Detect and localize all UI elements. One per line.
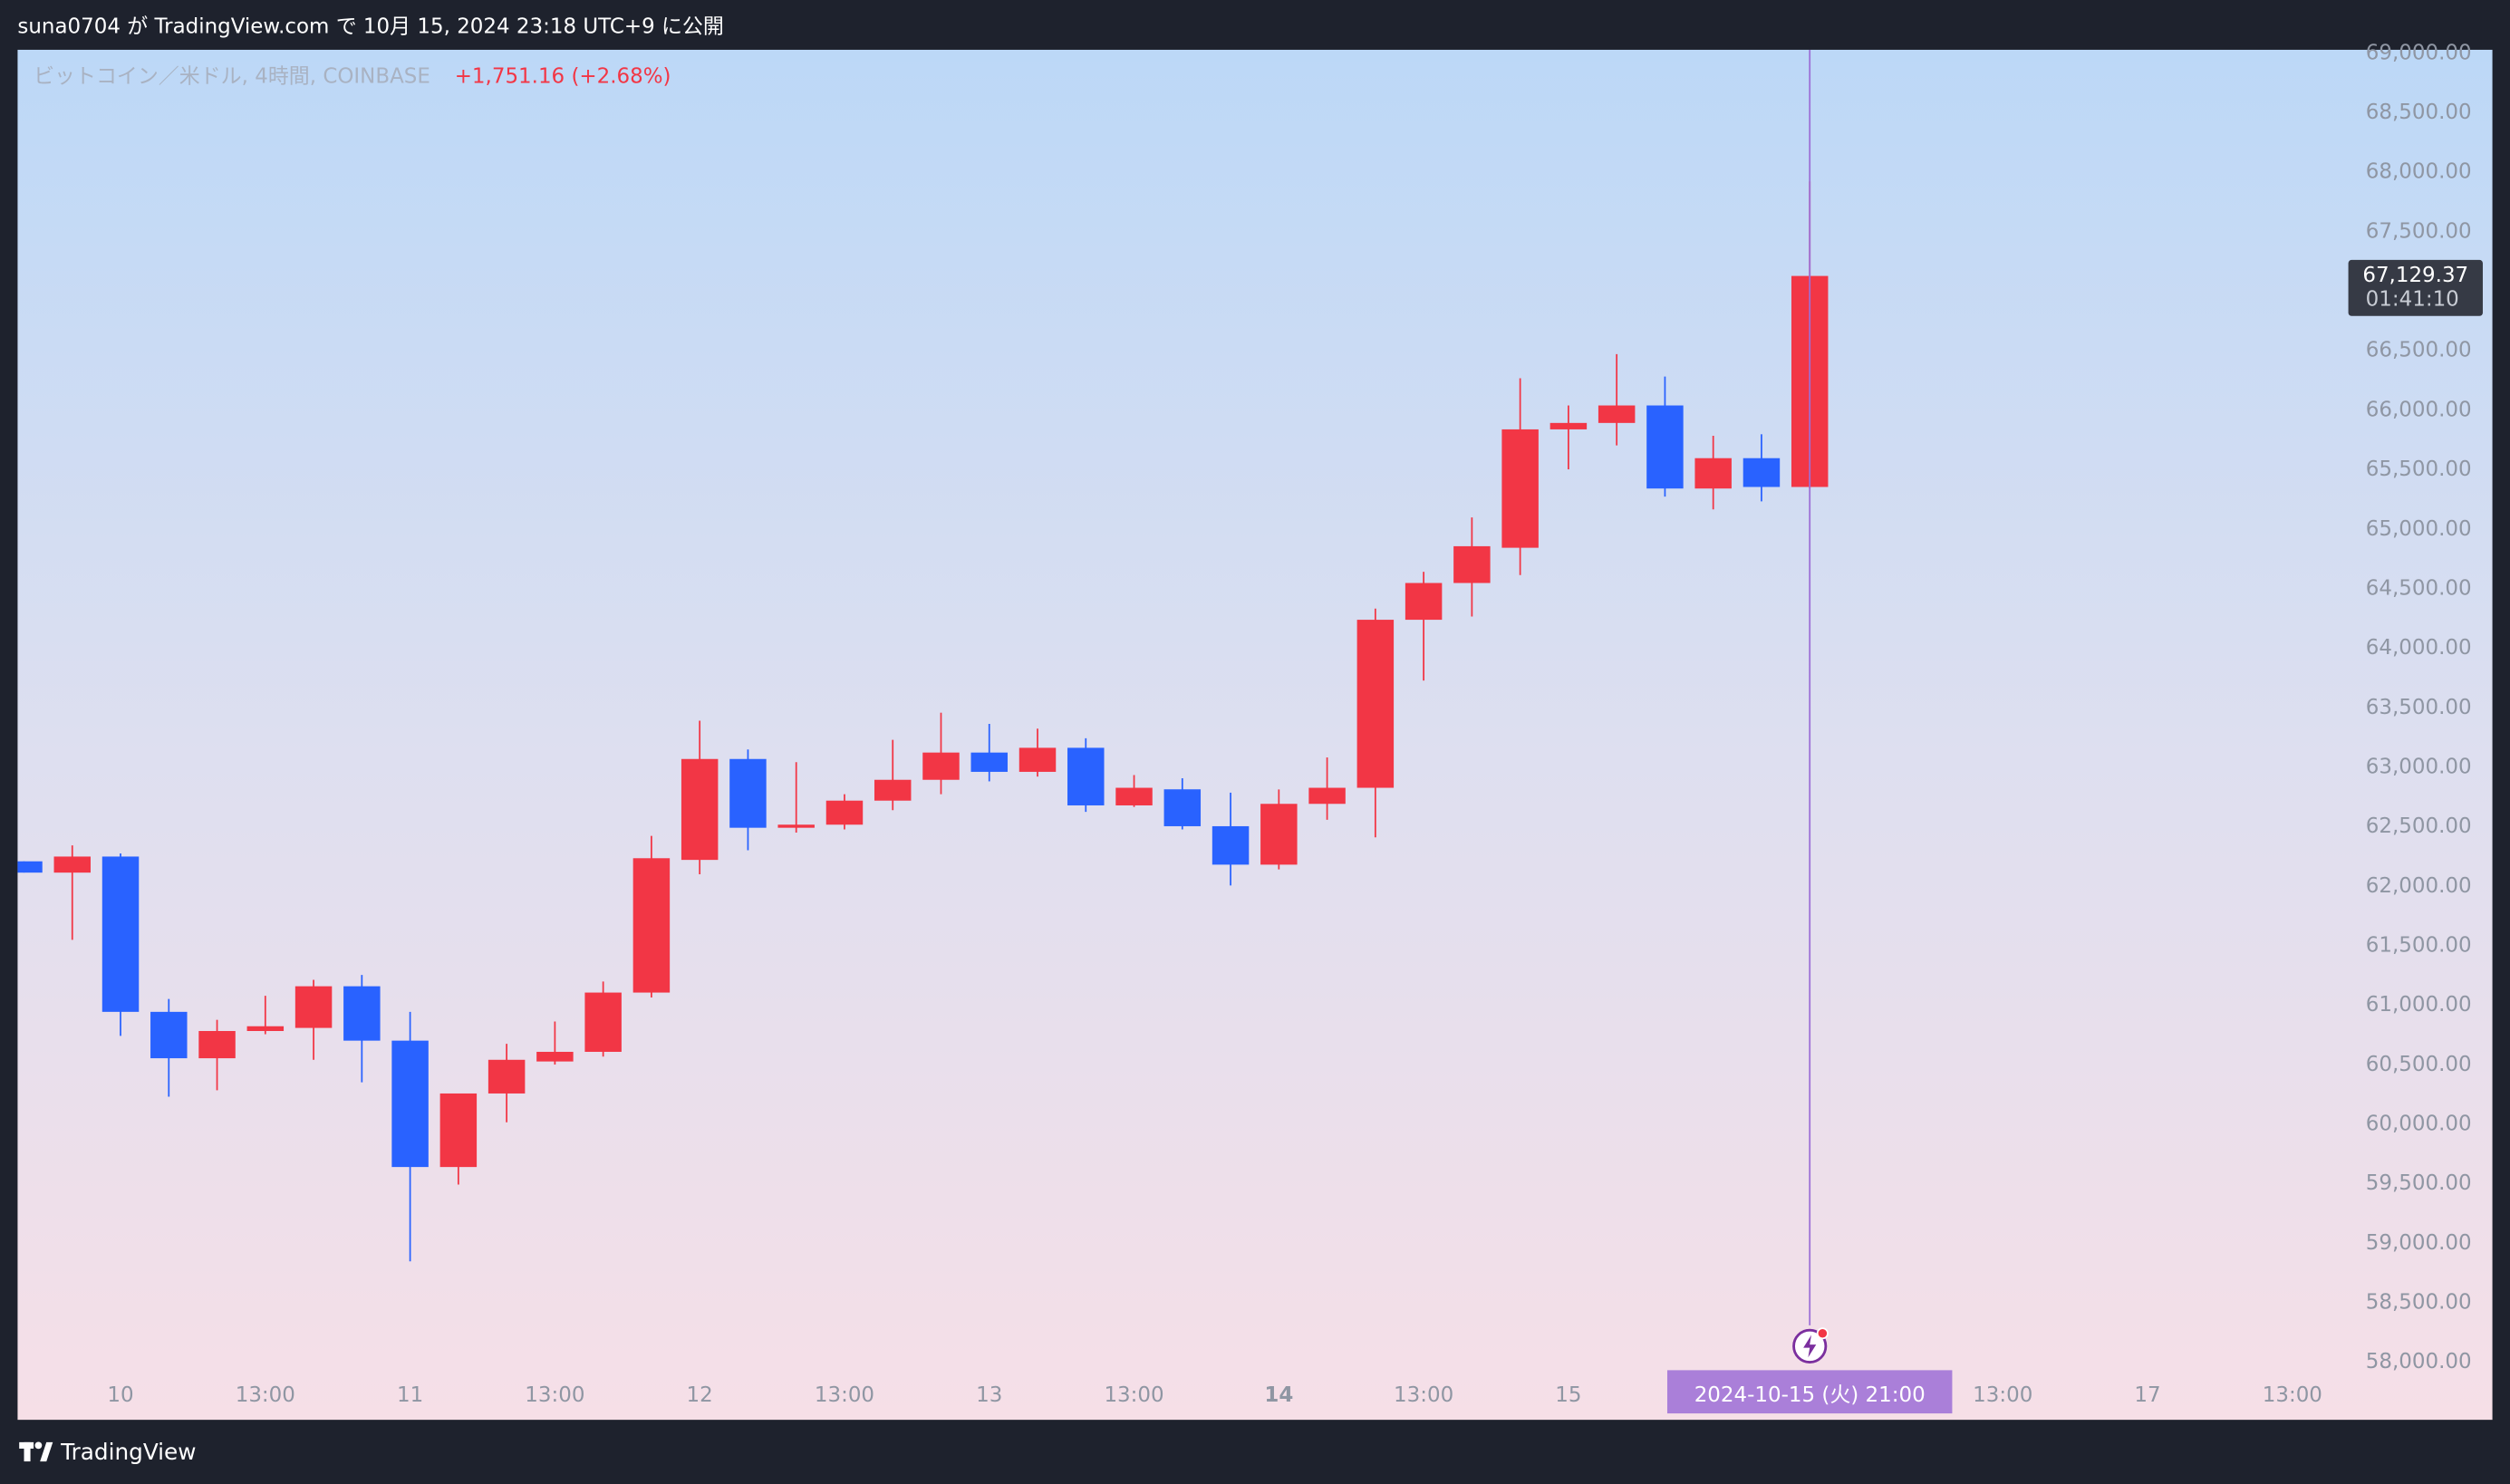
y-tick-label: 62,500.00	[2366, 814, 2472, 838]
x-tick-label: 13:00	[815, 1383, 874, 1407]
candle-body	[1163, 789, 1202, 826]
candle-body	[632, 858, 671, 993]
y-tick-label: 58,000.00	[2366, 1350, 2472, 1373]
candle-body	[1212, 825, 1250, 865]
candle-body	[17, 861, 43, 873]
y-tick-label: 64,000.00	[2366, 636, 2472, 660]
candle-body	[825, 800, 864, 825]
y-tick-label: 61,000.00	[2366, 993, 2472, 1017]
y-tick-label: 69,000.00	[2366, 41, 2472, 64]
x-tick-label: 12	[687, 1383, 713, 1407]
x-tick-label: 13:00	[1104, 1383, 1163, 1407]
candle-body	[294, 986, 333, 1028]
candle-body	[681, 758, 719, 861]
candle-body	[1018, 747, 1057, 772]
x-tick-label: 10	[107, 1383, 133, 1407]
candle-body	[874, 779, 912, 801]
logo	[19, 1441, 53, 1462]
y-tick-label: 67,500.00	[2366, 219, 2472, 243]
y-tick-label: 60,000.00	[2366, 1112, 2472, 1135]
footer-brand: TradingView	[60, 1439, 196, 1465]
y-tick-label: 68,000.00	[2366, 160, 2472, 184]
candle-body	[1598, 405, 1636, 423]
candle-body	[1743, 458, 1781, 487]
y-tick-label: 58,500.00	[2366, 1290, 2472, 1314]
candle-body	[1405, 583, 1443, 621]
candle-body	[1501, 429, 1539, 548]
x-tick-label: 13:00	[1973, 1383, 2032, 1407]
plot-background	[17, 49, 2493, 1421]
y-tick-label: 65,000.00	[2366, 517, 2472, 541]
y-tick-label: 61,500.00	[2366, 933, 2472, 957]
y-tick-label: 65,500.00	[2366, 458, 2472, 481]
price-label-box	[2348, 259, 2483, 316]
crosshair-label: 2024-10-15 (火) 21:00	[1694, 1383, 1926, 1407]
candle-body	[1115, 787, 1153, 805]
candle-body	[343, 986, 381, 1041]
candle-body	[1067, 747, 1105, 805]
y-tick-label: 66,500.00	[2366, 339, 2472, 362]
y-tick-label: 60,500.00	[2366, 1053, 2472, 1076]
y-tick-label: 59,500.00	[2366, 1171, 2472, 1195]
candle-body	[584, 992, 622, 1052]
candle-body	[1694, 458, 1732, 489]
candle-body	[439, 1093, 478, 1168]
candle-body	[101, 856, 140, 1012]
y-tick-label: 63,500.00	[2366, 696, 2472, 719]
alert-dot	[1816, 1327, 1829, 1340]
candle-body	[198, 1030, 236, 1059]
change-label: +1,751.16 (+2.68%)	[455, 64, 671, 88]
y-tick-label: 64,500.00	[2366, 576, 2472, 600]
header: suna0704 が TradingView.com で 10月 15, 202…	[17, 15, 723, 39]
candle-body	[488, 1059, 526, 1094]
y-tick-label: 66,000.00	[2366, 398, 2472, 421]
candle-body	[536, 1051, 574, 1062]
x-tick-label: 15	[1555, 1383, 1581, 1407]
candle-body	[391, 1040, 429, 1168]
candle-body	[1646, 405, 1684, 489]
alert-bolt	[1803, 1335, 1817, 1358]
candle-body	[922, 752, 960, 780]
x-tick-label: 14	[1264, 1383, 1293, 1407]
candle-body	[1453, 545, 1491, 583]
symbol-legend: ビットコイン／米ドル, 4時間, COINBASE	[34, 64, 430, 88]
x-tick-label: 13:00	[2263, 1383, 2322, 1407]
candle-body	[729, 758, 767, 828]
candle-body	[1260, 804, 1298, 865]
x-tick-label: 11	[397, 1383, 423, 1407]
candle-body	[1308, 787, 1346, 805]
candle-body	[150, 1011, 188, 1059]
x-tick-label: 17	[2134, 1383, 2160, 1407]
candle-body	[1356, 620, 1395, 788]
candle-body	[53, 856, 92, 873]
y-tick-label: 63,000.00	[2366, 755, 2472, 778]
candle-body	[970, 752, 1008, 772]
y-tick-label: 68,500.00	[2366, 101, 2472, 124]
y-tick-label: 59,000.00	[2366, 1231, 2472, 1255]
x-tick-label: 13:00	[525, 1383, 584, 1407]
candle-body	[246, 1026, 285, 1031]
x-tick-label: 13:00	[236, 1383, 295, 1407]
y-tick-label: 62,000.00	[2366, 874, 2472, 898]
x-tick-label: 13	[976, 1383, 1002, 1407]
price-label: 67,129.37	[2362, 264, 2468, 287]
plot	[17, 49, 1829, 1325]
candle-body	[1549, 422, 1588, 429]
countdown-label: 01:41:10	[2366, 288, 2459, 312]
candle-body	[777, 824, 815, 828]
crosshair-label-box	[1666, 1370, 1953, 1414]
x-tick-label: 13:00	[1394, 1383, 1453, 1407]
